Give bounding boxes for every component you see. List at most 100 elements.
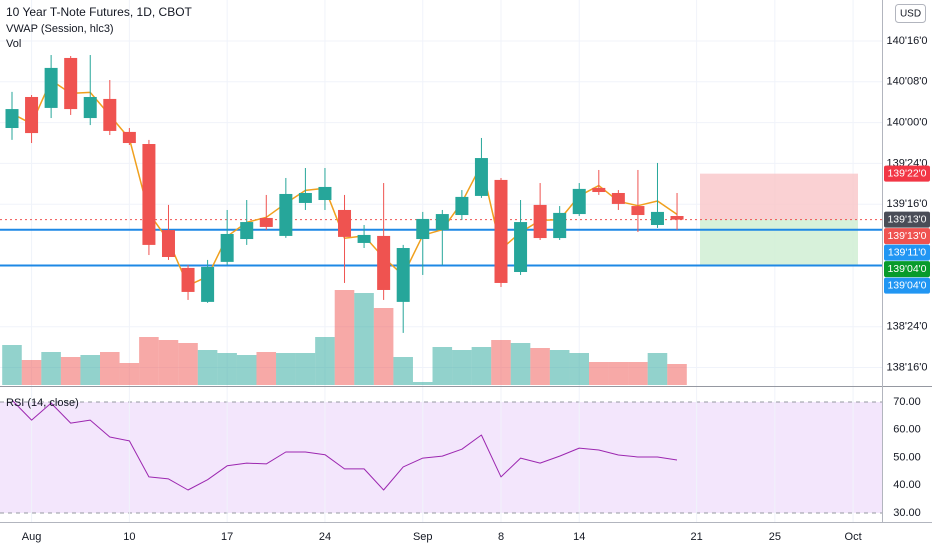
volume-bar — [60, 357, 81, 385]
volume-bar — [100, 352, 120, 385]
rsi-line — [11, 399, 678, 491]
candle-body — [5, 109, 19, 129]
candle-body — [83, 96, 97, 119]
price-label: 139'13'0 — [887, 213, 926, 225]
price-label: 139'11'0 — [888, 246, 926, 258]
stop-zone — [700, 173, 858, 220]
candle-body — [338, 209, 352, 237]
candle-body — [572, 188, 586, 215]
plot-layer — [0, 0, 882, 522]
price-label-box — [884, 277, 930, 294]
volume-bar — [315, 337, 335, 385]
x-tick-label: 24 — [319, 531, 331, 543]
volume-bar — [334, 290, 355, 385]
candle-body — [533, 204, 547, 239]
candle-body — [142, 144, 156, 245]
candle-body — [25, 96, 39, 134]
volume-bar — [452, 350, 472, 385]
x-tick-label: 10 — [123, 531, 135, 543]
x-tick-label: 14 — [573, 531, 585, 543]
volume-bar — [158, 340, 179, 385]
volume-bar — [80, 355, 100, 385]
volume-bar — [276, 353, 296, 385]
x-tick-label: 25 — [769, 531, 781, 543]
rsi-tick-label: 50.00 — [893, 451, 921, 463]
candle-body — [259, 217, 273, 227]
volume-bar — [471, 347, 492, 385]
volume-bar — [373, 308, 394, 385]
price-label-box — [884, 211, 930, 228]
x-tick-label: Oct — [845, 531, 862, 543]
candle-body — [670, 216, 684, 220]
x-tick-label: 8 — [498, 531, 504, 543]
candle-body — [201, 266, 215, 302]
target-zone — [700, 219, 858, 266]
indicator-label: VWAP (Session, hlc3) — [6, 23, 114, 35]
price-label: 139'04'0 — [887, 263, 926, 275]
candle-body — [650, 211, 664, 225]
volume-bar — [432, 347, 453, 385]
volume-bar — [647, 353, 668, 385]
volume-bar — [236, 355, 257, 385]
price-label-box — [884, 261, 930, 278]
candle-body — [103, 98, 117, 131]
currency-label: USD — [900, 9, 921, 20]
y-tick-label: 138'16'0 — [887, 361, 928, 373]
x-tick-label: 21 — [690, 531, 702, 543]
x-tick-label: 17 — [221, 531, 233, 543]
candle-body — [279, 193, 293, 236]
volume-bar — [667, 364, 687, 385]
candle-body — [455, 196, 469, 216]
price-label: 139'22'0 — [887, 167, 926, 179]
volume-bar — [178, 343, 198, 385]
candle-body — [474, 158, 488, 196]
candle-body — [435, 214, 449, 231]
volume-bar — [295, 353, 316, 385]
volume-bar — [256, 352, 277, 385]
candle-body — [44, 67, 58, 108]
candle-body — [357, 234, 371, 243]
candle-body — [318, 186, 332, 201]
volume-bar — [41, 352, 61, 385]
volume-bar — [119, 363, 140, 385]
candle-body — [377, 235, 391, 290]
volume-bar — [354, 293, 374, 385]
price-label: 139'13'0 — [887, 230, 926, 242]
candle-body — [592, 187, 606, 193]
price-label-box — [884, 165, 930, 182]
x-tick-label: Aug — [22, 531, 42, 543]
candle-body — [494, 179, 508, 283]
candle-body — [220, 233, 234, 262]
rsi-tick-label: 40.00 — [893, 479, 921, 491]
volume-bar — [139, 337, 159, 385]
candle-body — [240, 222, 254, 240]
y-tick-label: 138'24'0 — [887, 321, 928, 333]
rsi-tick-label: 60.00 — [893, 424, 921, 436]
y-tick-label: 140'16'0 — [887, 35, 928, 47]
x-tick-label: Sep — [413, 531, 433, 543]
rsi-tick-label: 70.00 — [893, 396, 921, 408]
volume-bar — [197, 350, 218, 385]
candle-body — [161, 230, 175, 257]
y-tick-label: 140'00'0 — [887, 117, 928, 129]
volume-bar — [21, 360, 42, 385]
currency-button[interactable] — [895, 4, 926, 23]
indicator-label: RSI (14, close) — [6, 397, 79, 409]
candle-body — [416, 218, 430, 240]
volume-bar — [549, 350, 570, 385]
price-label-box — [884, 244, 930, 261]
volume-bar — [510, 343, 531, 385]
rsi-tick-label: 30.00 — [893, 507, 921, 519]
candle-body — [514, 222, 528, 273]
y-tick-label: 139'16'0 — [887, 198, 928, 210]
candle-body — [553, 212, 567, 239]
rsi-band — [0, 402, 882, 514]
price-label-box — [884, 228, 930, 245]
volume-bar — [530, 348, 550, 385]
volume-bar — [393, 357, 413, 385]
volume-bar — [2, 345, 22, 385]
volume-bar — [589, 362, 609, 385]
volume-bar — [608, 362, 629, 385]
